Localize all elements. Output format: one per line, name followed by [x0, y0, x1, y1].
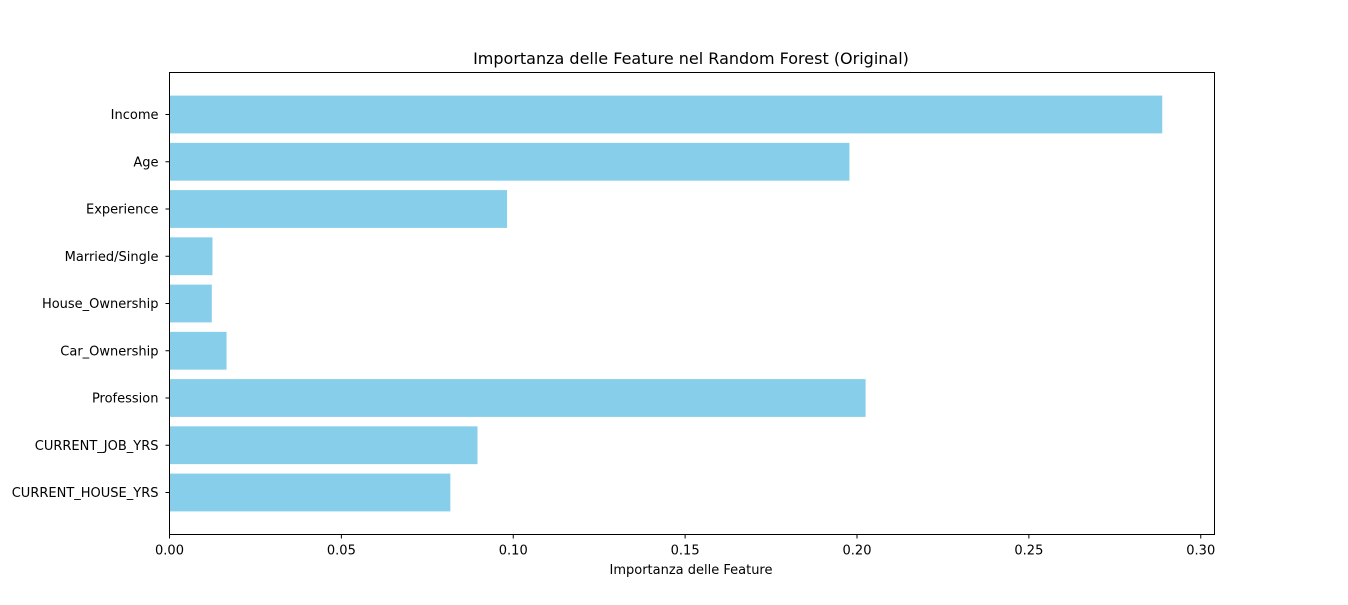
y-tick-label: Age: [133, 155, 158, 170]
y-axis: Income Age Experience Married/Single House_O…: [12, 108, 170, 501]
y-tick-label: CURRENT_JOB_YRS: [35, 439, 159, 454]
bar: [169, 284, 212, 323]
bars-layer: [169, 95, 1163, 512]
plot-frame: [169, 72, 1215, 535]
y-tick-label: CURRENT_HOUSE_YRS: [12, 486, 159, 501]
bar: [169, 426, 478, 465]
y-tick-label: Car_Ownership: [60, 344, 158, 359]
x-tick-label: 0.30: [1186, 544, 1215, 559]
bar: [169, 95, 1163, 134]
x-tick-label: 0.00: [155, 544, 184, 559]
y-tick-label: House_Ownership: [42, 297, 159, 312]
bar: [169, 473, 451, 512]
y-tick-label: Married/Single: [65, 250, 159, 265]
bar: [169, 379, 866, 417]
chart-title: Importanza delle Feature nel Random Fore…: [473, 49, 909, 68]
x-tick-label: 0.10: [499, 544, 528, 559]
y-tick-label: Experience: [86, 203, 159, 218]
x-tick-label: 0.05: [327, 544, 356, 559]
x-tick-label: 0.25: [1014, 544, 1043, 559]
x-axis-label: Importanza delle Feature: [609, 563, 772, 578]
x-axis: 0.00 0.05 0.10 0.15 0.20 0.25 0.30: [155, 534, 1215, 559]
x-tick-label: 0.15: [671, 544, 700, 559]
bar: [169, 237, 213, 276]
y-tick-label: Profession: [92, 392, 159, 407]
bar: [169, 331, 227, 370]
bar: [169, 190, 508, 228]
y-tick-label: Income: [111, 108, 159, 123]
bar: [169, 142, 850, 181]
x-tick-label: 0.20: [843, 544, 872, 559]
